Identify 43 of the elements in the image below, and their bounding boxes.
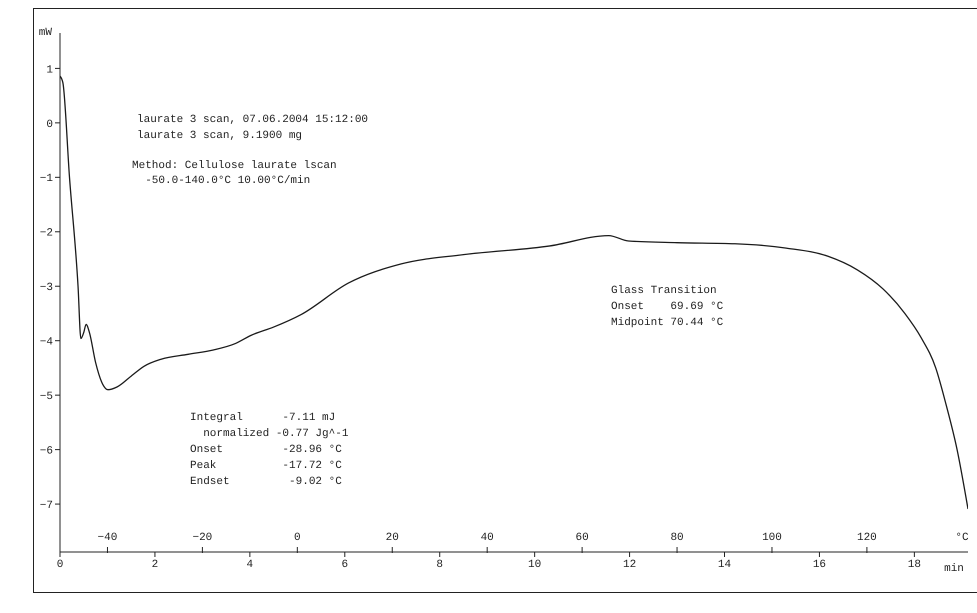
y-tick-label: −1 (40, 173, 54, 186)
y-tick-label: −2 (40, 228, 53, 240)
x2-axis-title: °C (955, 532, 969, 544)
x-tick-label: 8 (436, 558, 444, 571)
annotation: Endset -9.02 °C (190, 475, 342, 489)
x2-tick-label: 80 (670, 532, 684, 544)
x2-tick-label: −20 (192, 532, 212, 544)
x2-tick-label: 20 (386, 532, 399, 544)
annotation: Integral -7.11 mJ (190, 411, 336, 425)
annotation: Midpoint 70.44 °C (611, 316, 724, 330)
x-tick-label: 6 (341, 558, 348, 571)
annotation: Method: Cellulose laurate lscan (132, 159, 337, 173)
annotation: laurate 3 scan, 9.1900 mg (137, 129, 302, 143)
annotation: Glass Transition (611, 284, 717, 298)
annotation: normalized -0.77 Jg^-1 (202, 427, 348, 441)
y-tick-label: −7 (40, 500, 53, 512)
annotation: laurate 3 scan, 07.06.2004 15:12:00 (137, 113, 368, 127)
x-axis-title: min (944, 563, 964, 575)
x-tick-label: 4 (246, 558, 254, 571)
x-tick-label: 12 (622, 558, 636, 571)
y-tick-label: −6 (40, 446, 53, 458)
y-tick-label: −5 (40, 391, 53, 404)
annotation: Onset -28.96 °C (190, 443, 342, 457)
x2-tick-label: 60 (576, 532, 589, 544)
y-tick-label: −4 (40, 336, 54, 349)
annotation: Peak -17.72 °C (190, 459, 342, 473)
annotation: Onset 69.69 °C (611, 300, 724, 314)
x-tick-label: 2 (152, 558, 158, 571)
x-tick-label: 14 (718, 558, 732, 571)
x-tick-label: 0 (56, 558, 64, 571)
x2-tick-label: −40 (98, 532, 118, 544)
y-tick-label: −3 (40, 282, 53, 294)
y-axis-title: mW (38, 27, 52, 39)
x-tick-label: 10 (528, 558, 542, 571)
x2-tick-label: 120 (856, 532, 877, 544)
y-tick-label: 1 (46, 64, 54, 76)
annotation: -50.0-140.0°C 10.00°C/min (144, 174, 310, 188)
x-tick-label: 16 (812, 558, 826, 571)
x2-tick-label: 0 (294, 532, 301, 544)
y-tick-label: 0 (46, 118, 53, 131)
x2-tick-label: 100 (762, 532, 782, 544)
x-tick-label: 18 (908, 558, 921, 571)
x2-tick-label: 40 (480, 532, 494, 544)
